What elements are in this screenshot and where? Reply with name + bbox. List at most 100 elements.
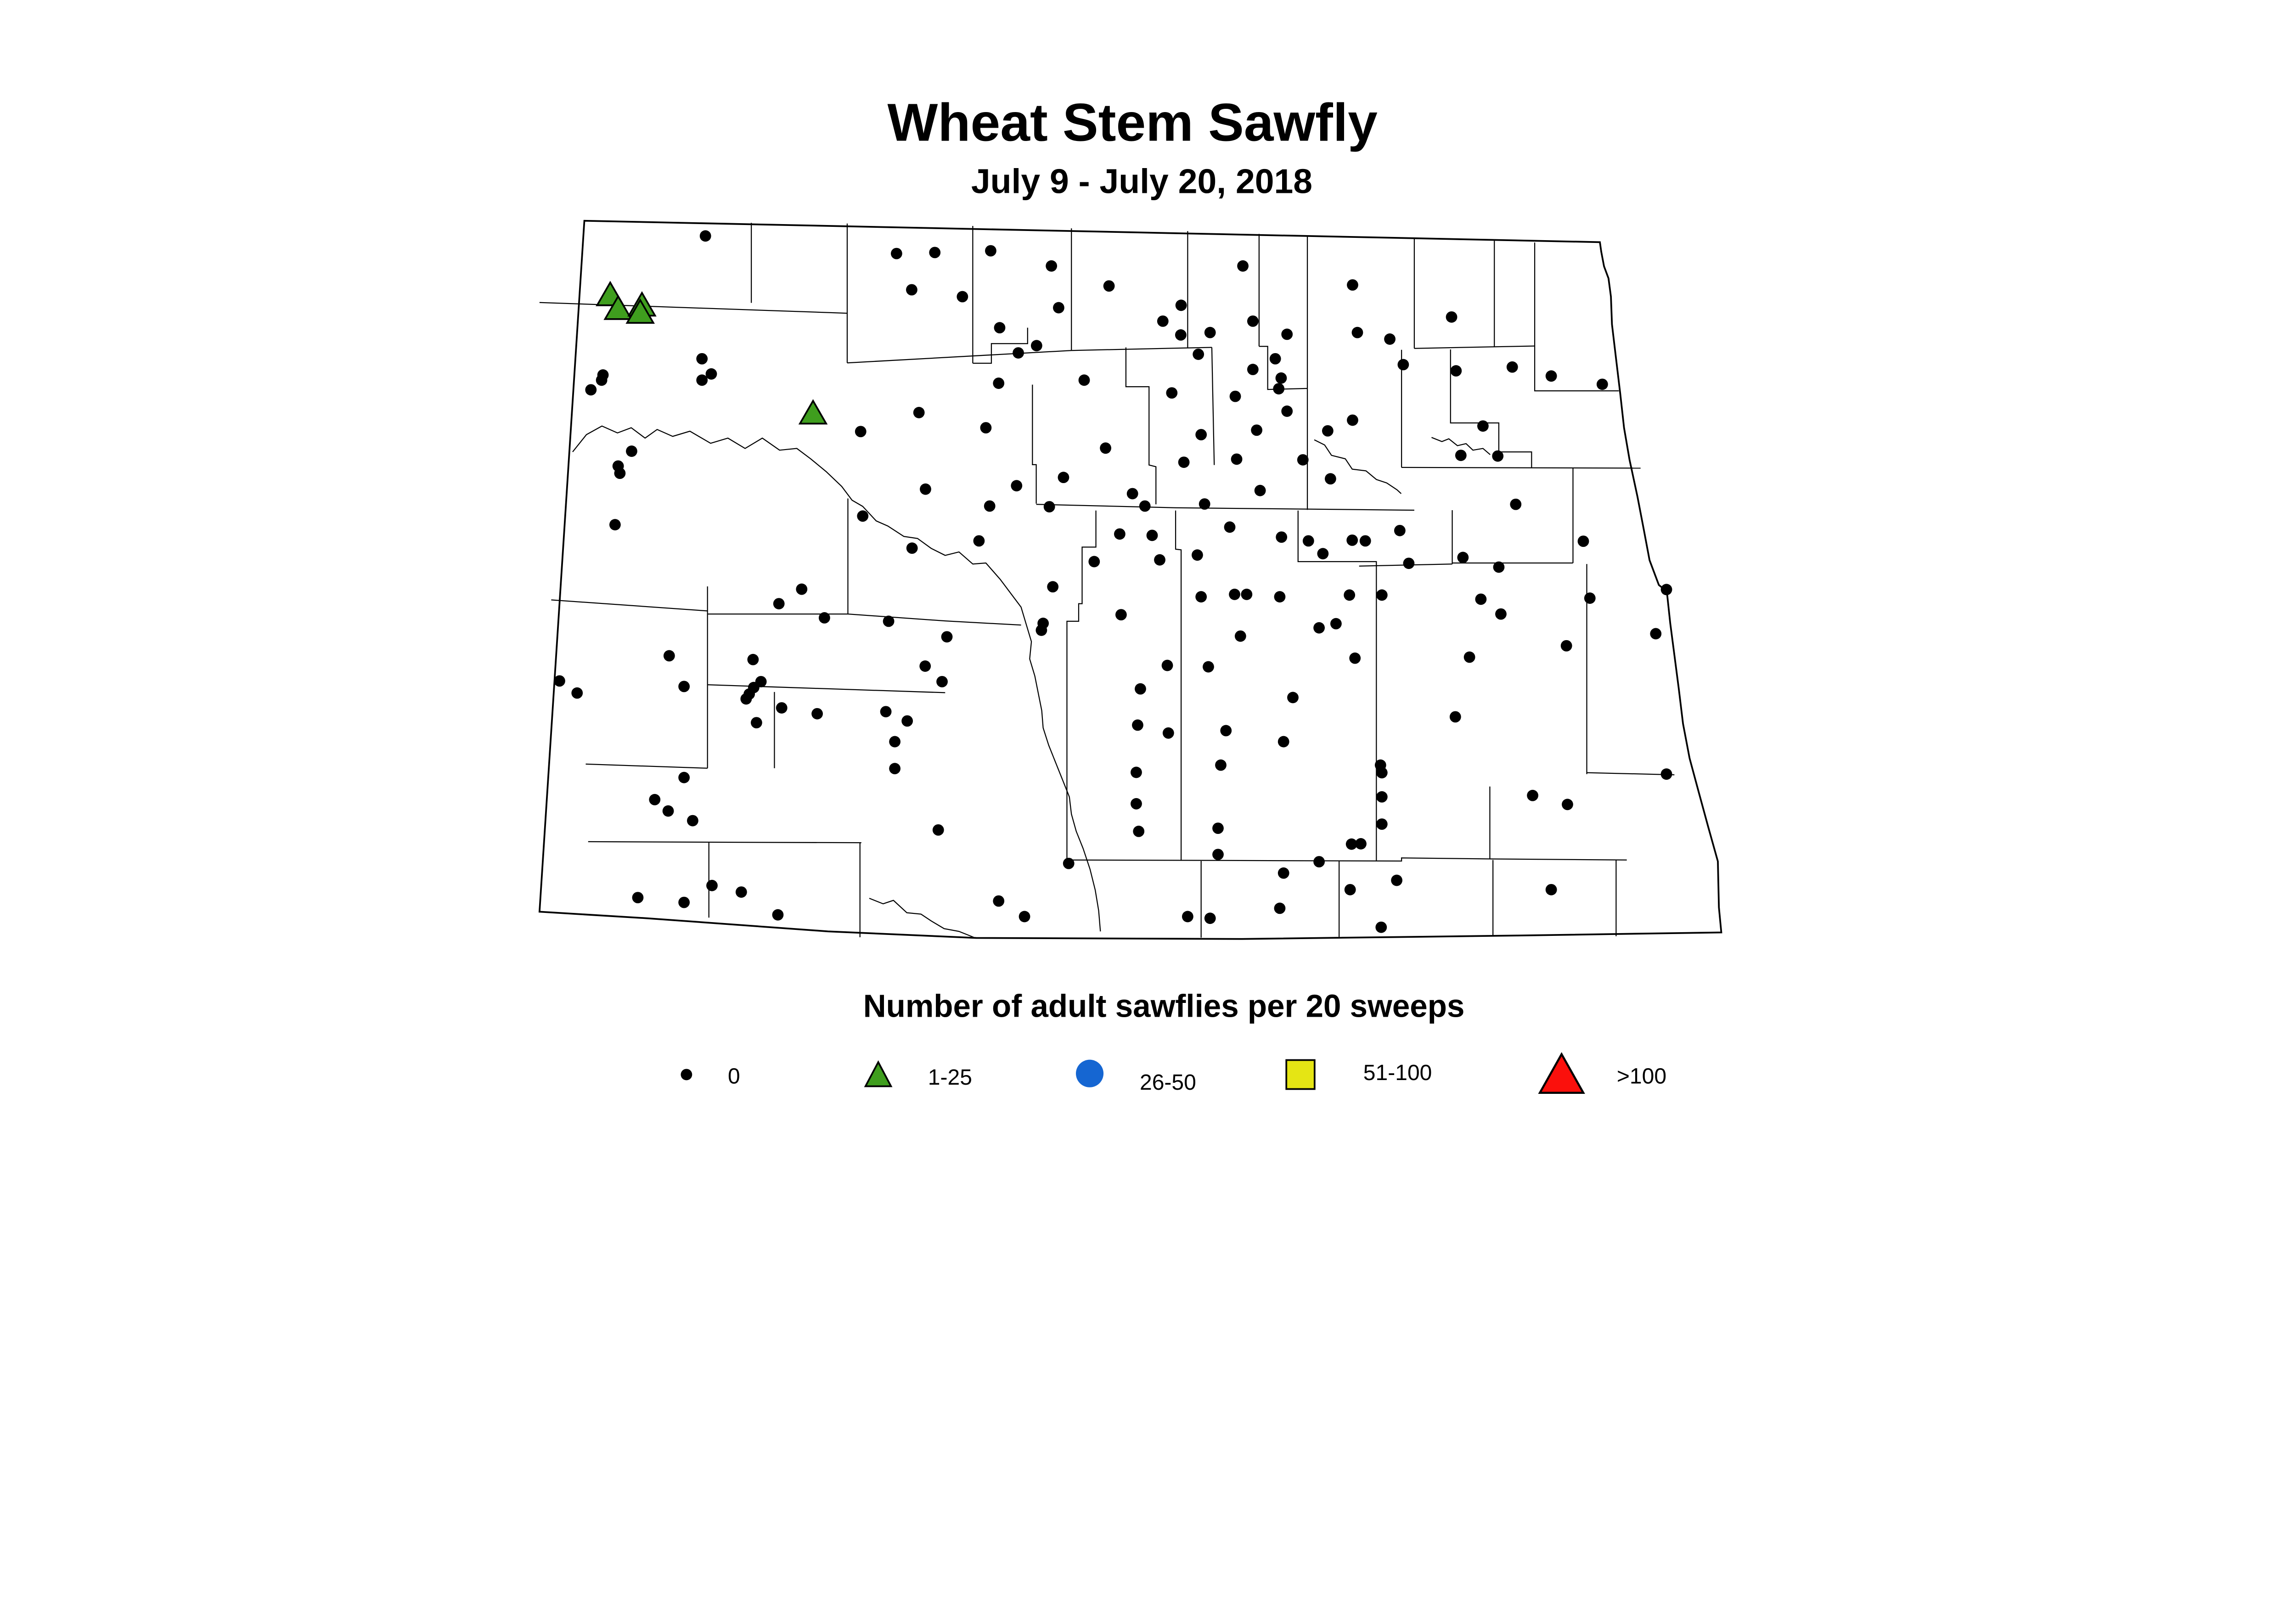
map-marker-dot-0 xyxy=(913,407,925,418)
map-marker-dot-0 xyxy=(1545,884,1557,895)
map-marker-dot-0 xyxy=(1154,554,1165,566)
map-marker-dot-0 xyxy=(1030,340,1042,352)
map-marker-dot-0 xyxy=(1175,329,1187,341)
map-marker-dot-0 xyxy=(776,702,788,714)
map-marker-dot-0 xyxy=(993,377,1005,389)
map-marker-dot-0 xyxy=(750,717,762,729)
map-marker-dot-0 xyxy=(1560,640,1572,652)
map-marker-dot-0 xyxy=(1281,405,1293,417)
map-marker-dot-0 xyxy=(662,805,674,817)
map-marker-dot-0 xyxy=(1126,488,1138,500)
legend-label-26-50: 26-50 xyxy=(1140,1070,1196,1095)
map-marker-dot-0 xyxy=(941,631,953,643)
page-title: Wheat Stem Sawfly xyxy=(887,92,1378,152)
map-marker-dot-0 xyxy=(980,422,992,433)
map-marker-dot-0 xyxy=(973,535,985,547)
map-marker-dot-0 xyxy=(919,660,931,672)
map-marker-dot-0 xyxy=(1035,625,1047,636)
map-marker-dot-0 xyxy=(993,895,1005,907)
map-marker-dot-0 xyxy=(1347,279,1358,291)
map-marker-dot-0 xyxy=(1355,838,1367,850)
map-marker-dot-0 xyxy=(571,687,583,699)
map-marker-dot-0 xyxy=(1212,849,1224,861)
map-marker-dot-0 xyxy=(1475,593,1487,605)
map-marker-dot-0 xyxy=(747,653,759,665)
map-marker-dot-0 xyxy=(1660,584,1672,596)
map-marker-dot-0 xyxy=(936,676,948,687)
map-marker-dot-0 xyxy=(818,612,830,624)
map-svg: Wheat Stem Sawfly July 9 - July 20, 2018… xyxy=(538,92,1722,1095)
map-marker-dot-0 xyxy=(1345,838,1357,850)
map-marker-dot-0 xyxy=(1376,791,1388,803)
map-marker-dot-0 xyxy=(696,353,708,365)
map-marker-dot-0 xyxy=(1212,822,1224,834)
map-marker-dot-0 xyxy=(1273,383,1285,394)
map-marker-dot-0 xyxy=(1660,768,1672,780)
map-marker-dot-0 xyxy=(1204,912,1216,924)
map-marker-dot-0 xyxy=(1376,818,1388,830)
map-marker-dot-0 xyxy=(932,824,944,836)
map-marker-dot-0 xyxy=(1463,651,1475,663)
map-marker-dot-0 xyxy=(687,815,698,827)
map-marker-dot-0 xyxy=(984,500,996,512)
map-marker-dot-0 xyxy=(596,374,608,386)
map-marker-dot-0 xyxy=(855,426,867,438)
map-marker-dot-0 xyxy=(1302,535,1314,547)
map-marker-dot-0 xyxy=(1192,549,1203,561)
map-marker-dot-0 xyxy=(1139,500,1151,512)
map-marker-dot-0 xyxy=(1446,311,1458,323)
map-marker-dot-0 xyxy=(1493,561,1505,573)
legend-large-triangle-icon xyxy=(1538,1052,1585,1094)
map-marker-dot-0 xyxy=(1229,390,1241,402)
map-marker-dot-0 xyxy=(1166,387,1178,399)
map-marker-dot-0 xyxy=(699,230,711,242)
map-marker-dot-0 xyxy=(1349,652,1361,664)
map-marker-dot-0 xyxy=(1274,902,1286,914)
map-marker-dot-0 xyxy=(609,519,621,530)
legend-dot-icon xyxy=(681,1069,692,1081)
map-marker-dot-0 xyxy=(1506,361,1518,373)
map-marker-dot-0 xyxy=(1324,473,1336,485)
map-marker-dot-0 xyxy=(1078,374,1090,386)
legend-circle-icon xyxy=(1075,1059,1104,1087)
map-marker-triangle-1-25 xyxy=(603,294,633,320)
map-marker-dot-0 xyxy=(626,445,637,457)
map-marker-dot-0 xyxy=(649,794,661,805)
river-boundaries xyxy=(572,425,1491,939)
map-marker-dot-0 xyxy=(1195,591,1207,602)
map-marker-dot-0 xyxy=(1359,535,1371,547)
legend-label-gt100: >100 xyxy=(1617,1064,1666,1089)
map-marker-triangle-1-25 xyxy=(798,399,828,425)
map-marker-dot-0 xyxy=(920,483,931,495)
map-marker-dot-0 xyxy=(1281,328,1293,340)
map-marker-dot-0 xyxy=(1234,630,1246,642)
map-marker-dot-0 xyxy=(1088,556,1100,568)
map-marker-dot-0 xyxy=(1376,767,1388,779)
map-marker-dot-0 xyxy=(1596,378,1608,390)
map-marker-dot-0 xyxy=(1346,534,1358,546)
map-marker-dot-0 xyxy=(735,886,747,898)
map-marker-dot-0 xyxy=(1251,424,1263,436)
map-marker-dot-0 xyxy=(1287,692,1299,704)
map-marker-dot-0 xyxy=(1043,501,1055,512)
map-marker-dot-0 xyxy=(773,598,785,609)
legend-label-51-100: 51-100 xyxy=(1363,1060,1432,1085)
map-marker-dot-0 xyxy=(994,322,1006,334)
map-marker-dot-0 xyxy=(1114,528,1125,540)
map-marker-dot-0 xyxy=(1220,725,1232,737)
map-marker-dot-0 xyxy=(1146,529,1158,541)
map-marker-dot-0 xyxy=(1013,347,1024,359)
map-marker-dot-0 xyxy=(614,467,626,479)
map-marker-dot-0 xyxy=(1019,911,1030,923)
map-marker-dot-0 xyxy=(678,896,690,908)
map-marker-dot-0 xyxy=(1199,498,1210,510)
map-marker-dot-0 xyxy=(772,909,784,921)
map-marker-dot-0 xyxy=(1397,359,1409,371)
map-marker-dot-0 xyxy=(1103,280,1115,292)
map-marker-dot-0 xyxy=(1347,414,1358,426)
map-marker-dot-0 xyxy=(696,374,708,386)
map-marker-dot-0 xyxy=(906,542,918,554)
map-marker-dot-0 xyxy=(1047,581,1059,593)
map-marker-dot-0 xyxy=(1277,736,1289,748)
legend-label-1-25: 1-25 xyxy=(928,1065,972,1090)
